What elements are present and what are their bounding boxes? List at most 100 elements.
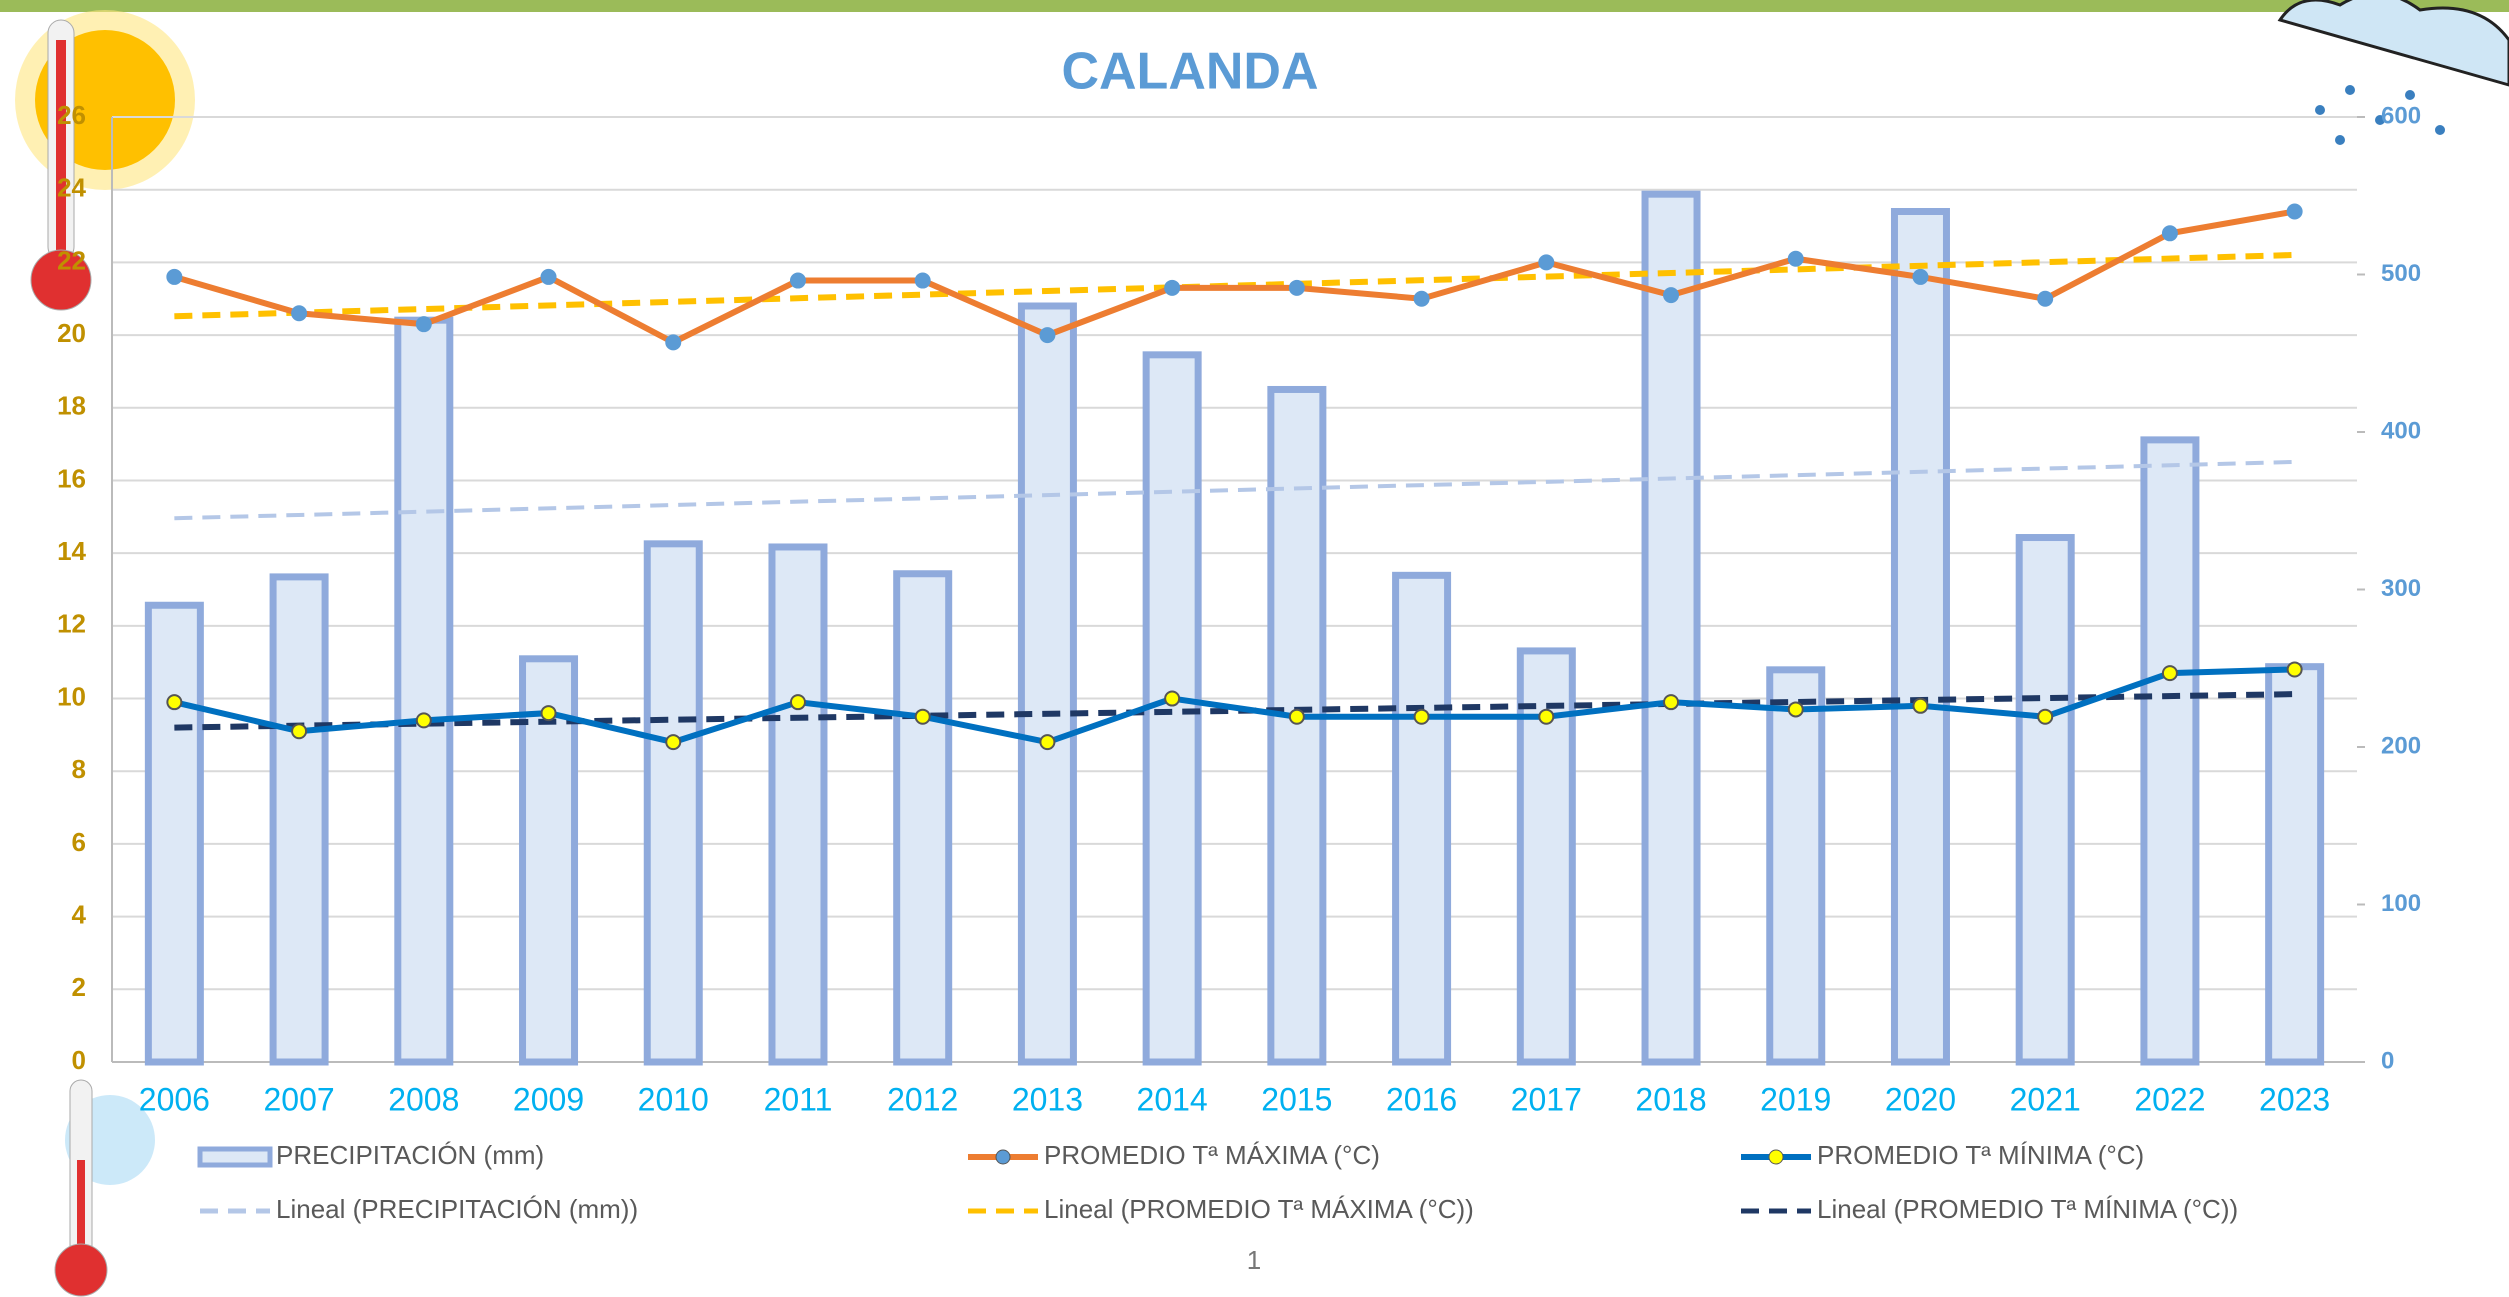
legend-label: Lineal (PRECIPITACIÓN (mm)): [276, 1194, 638, 1224]
y2-tick-label: 100: [2381, 890, 2421, 917]
marker: [1538, 708, 1555, 725]
y-tick-label: 26: [57, 100, 86, 130]
marker: [665, 334, 682, 351]
y-tick-label: 22: [57, 245, 86, 275]
trend-line: [174, 691, 2295, 731]
x-tick-label: 2023: [2259, 1081, 2330, 1117]
bar: [1267, 385, 1327, 1066]
marker: [1164, 279, 1181, 296]
marker: [1538, 254, 1555, 271]
bar: [519, 655, 579, 1066]
y2-tick-label: 600: [2381, 102, 2421, 129]
y-tick-label: 8: [72, 754, 86, 784]
x-tick-label: 2011: [764, 1081, 833, 1117]
marker: [2161, 225, 2178, 242]
y-tick-label: 24: [57, 173, 86, 203]
y-tick-label: 0: [72, 1045, 86, 1075]
bar: [893, 570, 953, 1066]
x-tick-label: 2013: [1012, 1081, 1083, 1117]
trend-line: [174, 459, 2295, 521]
marker: [2161, 665, 2178, 682]
y-tick-label: 2: [72, 972, 86, 1002]
marker: [166, 268, 183, 285]
x-tick-label: 2022: [2134, 1081, 2205, 1117]
legend-label: PROMEDIO Tª MÍNIMA (°C): [1817, 1140, 2144, 1170]
marker: [1663, 694, 1680, 711]
marker: [914, 708, 931, 725]
marker: [2037, 290, 2054, 307]
marker: [2286, 203, 2303, 220]
y-tick-label: 10: [57, 681, 86, 711]
marker: [291, 305, 308, 322]
marker: [1912, 697, 1929, 714]
legend-marker: [1768, 1149, 1784, 1165]
marker: [1288, 708, 1305, 725]
bar: [1890, 208, 1950, 1066]
marker: [1413, 708, 1430, 725]
y-tick-label: 14: [57, 536, 86, 566]
marker: [1787, 250, 1804, 267]
y-tick-label: 16: [57, 463, 86, 493]
y-tick-label: 12: [57, 609, 86, 639]
bar: [2265, 663, 2325, 1066]
y-tick-label: 20: [57, 318, 86, 348]
x-tick-label: 2016: [1386, 1081, 1457, 1117]
marker: [1288, 279, 1305, 296]
marker: [291, 723, 308, 740]
legend-swatch: [197, 1146, 273, 1168]
bar: [1017, 302, 1077, 1066]
snow-icon: [54, 1079, 155, 1297]
x-tick-label: 2019: [1760, 1081, 1831, 1117]
bar: [394, 316, 454, 1066]
marker: [1039, 327, 1056, 344]
x-tick-label: 2007: [263, 1081, 334, 1117]
legend-label: Lineal (PROMEDIO Tª MÍNIMA (°C)): [1817, 1194, 2238, 1224]
x-tick-label: 2021: [2010, 1081, 2081, 1117]
x-tick-label: 2014: [1137, 1081, 1208, 1117]
marker: [166, 694, 183, 711]
marker: [1663, 287, 1680, 304]
sun-icon: [15, 10, 195, 311]
top-band: [0, 0, 2509, 12]
legend-label: Lineal (PROMEDIO Tª MÁXIMA (°C)): [1044, 1194, 1474, 1224]
marker: [789, 272, 806, 289]
x-tick-label: 2006: [139, 1081, 210, 1117]
y-tick-label: 18: [57, 391, 86, 421]
trend-line: [174, 251, 2295, 320]
y-tick-label: 6: [72, 827, 86, 857]
bar: [643, 540, 703, 1066]
marker: [665, 734, 682, 751]
line: [173, 666, 2295, 746]
y2-tick-label: 200: [2381, 732, 2421, 759]
marker: [1413, 290, 1430, 307]
bar: [1392, 571, 1452, 1066]
y2-tick-label: 400: [2381, 417, 2421, 444]
bar: [2015, 534, 2075, 1066]
marker: [540, 705, 557, 722]
marker: [415, 316, 432, 333]
bar: [2140, 436, 2200, 1066]
y2-tick-label: 0: [2381, 1047, 2394, 1074]
marker: [1164, 690, 1181, 707]
y-tick-label: 4: [72, 899, 87, 929]
marker: [1912, 268, 1929, 285]
legend-label: PROMEDIO Tª MÁXIMA (°C): [1044, 1140, 1380, 1170]
marker: [1039, 734, 1056, 751]
bar: [144, 601, 204, 1066]
rain-icon: [2277, 0, 2509, 145]
bar: [768, 543, 828, 1066]
y2-tick-label: 500: [2381, 260, 2421, 287]
x-tick-label: 2012: [887, 1081, 958, 1117]
bar: [1641, 190, 1701, 1066]
marker: [2037, 708, 2054, 725]
line: [173, 208, 2296, 346]
marker: [1787, 701, 1804, 718]
marker: [914, 272, 931, 289]
chart-title: CALANDA: [1061, 43, 1318, 101]
x-tick-label: 2020: [1885, 1081, 1956, 1117]
marker: [540, 268, 557, 285]
x-tick-label: 2017: [1511, 1081, 1582, 1117]
page-number: 1: [1247, 1245, 1261, 1275]
x-tick-label: 2008: [388, 1081, 459, 1117]
